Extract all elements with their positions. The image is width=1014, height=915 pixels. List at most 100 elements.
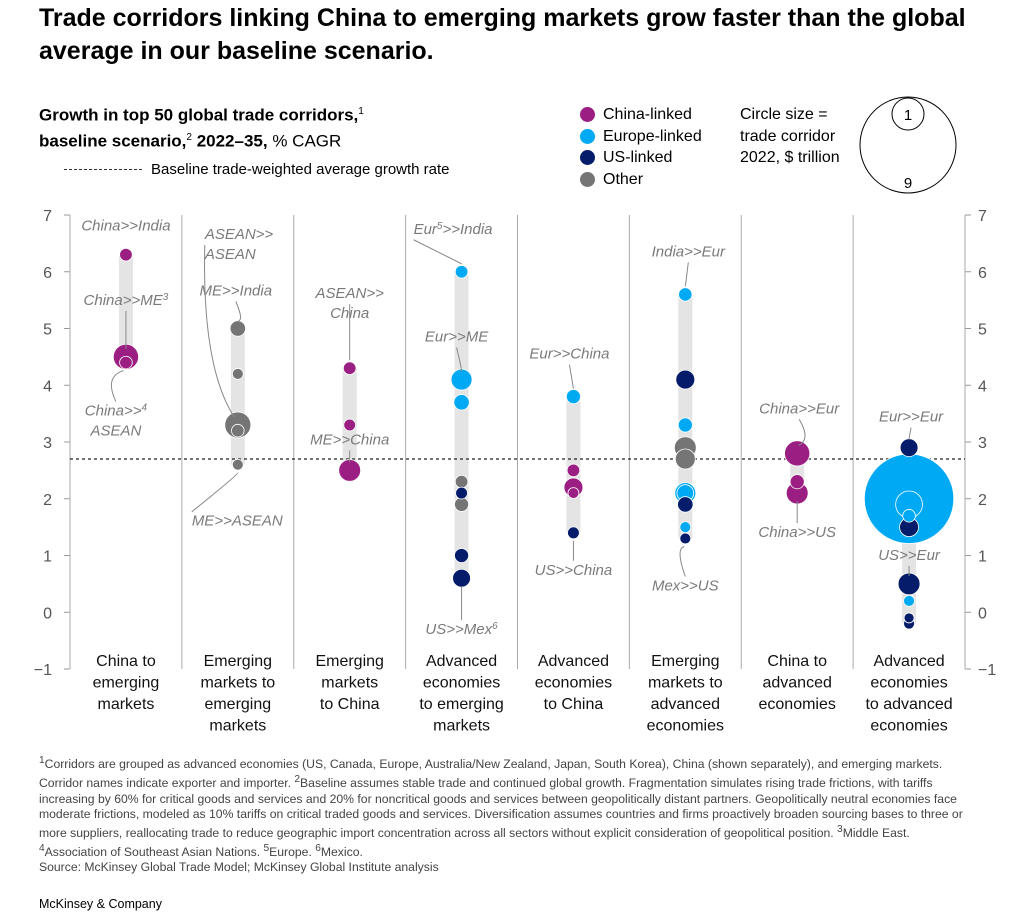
category-label: Emerging [651,653,719,670]
annotation-text: Mex>>US [652,577,719,594]
category-label: to China [544,696,604,713]
annotation-label: US>>Eur [878,547,941,564]
annotation-label: ASEAN>> China [315,285,385,322]
annotation-label: China>>4 ASEAN [85,402,148,440]
footnote-mark-6: 6 [315,843,321,855]
baseline-legend: Baseline trade-weighted average growth r… [64,161,450,178]
annotation-label: ME>>India [200,283,273,300]
annotation-label: Eur>>ME [425,329,489,346]
data-point [454,475,469,489]
annotation-leader [568,364,574,389]
subtitle-line2b: 2022–35, [191,131,268,151]
data-point [679,521,692,534]
annotation-text: US>>Mex [425,621,492,638]
footnote-1: Corridors are grouped as advanced econom… [39,757,943,791]
category-label: Emerging [204,653,272,670]
annotation-sup: 3 [163,291,169,302]
category-label: markets to [200,675,275,692]
annotation-leader [798,419,806,446]
data-point [338,459,362,482]
annotation-label: China>>Eur [759,400,840,417]
annotation-label: India>>Eur [652,243,726,260]
chart-subtitle: Growth in top 50 global trade corridors,… [39,101,559,152]
data-point [566,463,581,478]
legend-dot-us [580,150,595,166]
category-label: to China [320,696,380,713]
category-label: economies [423,675,500,692]
legend-item-europe: Europe-linked [580,126,702,148]
color-legend: China-linked Europe-linked US-linked Oth… [580,104,702,190]
size-legend-small-label: 1 [904,107,912,124]
footnote-mark-2: 2 [294,774,301,786]
data-point [677,417,693,433]
footnotes: 1Corridors are grouped as advanced econo… [39,753,979,876]
category-label: Advanced [873,653,944,670]
footnote-mark-1: 1 [39,755,45,766]
data-point [453,394,470,411]
annotation-text-after: >>India [442,221,492,238]
legend-dot-other [580,171,595,187]
footnote-2: Baseline assumes stable trade and contin… [39,776,963,840]
legend-label-europe: Europe-linked [603,127,702,145]
subtitle-line1: Growth in top 50 global trade corridors, [39,105,359,125]
range-bar [678,294,693,539]
data-point [455,486,468,500]
data-point [897,572,921,596]
annotation-label: US>>Mex6 [425,621,498,639]
annotation-label: US>>China [535,562,613,579]
y-tick-label-right: −1 [978,662,996,679]
annotation-leader [110,370,124,402]
annotation-leader [679,545,686,577]
y-tick-label-right: 7 [978,208,987,225]
range-bar [454,271,469,579]
footnote-3: Middle East. [842,826,910,840]
y-tick-label-left: 3 [43,435,52,452]
annotation-leader [191,472,239,513]
annotation-label: Eur>>Eur [879,409,944,426]
legend-item-china: China-linked [580,104,702,126]
annotation-label: Mex>>US [652,577,719,594]
page-title: Trade corridors linking China to emergin… [39,4,966,65]
footnote-6: Mexico. [320,845,363,860]
annotation-leader [456,347,463,372]
annotation-text: ME>>India [200,283,273,300]
annotation-text: US>>Eur [878,547,941,564]
category-label: advanced [651,696,720,713]
data-point [675,369,696,390]
y-tick-label-right: 5 [978,322,987,339]
size-legend-large-label: 9 [904,175,912,192]
annotation-label: Eur>>China [529,346,609,363]
data-point [567,487,580,499]
annotation-text: China>>US [758,524,836,541]
data-point [567,526,580,540]
range-bar [118,254,133,363]
data-point [789,474,805,490]
data-point [678,287,693,302]
category-label: China to [96,653,156,670]
annotation-text-line2: China [330,305,369,322]
category-label: economies [870,718,947,735]
annotation-text: India>>Eur [652,243,726,260]
footnote-mark-3: 3 [837,823,843,835]
category-label: Emerging [315,653,383,670]
subtitle-sup2: 2 [186,131,192,143]
data-point [679,532,692,545]
annotation-text: US>>China [535,562,613,579]
annotation-leader [235,301,242,321]
annotation-label: China>>India [81,218,170,235]
y-tick-label-left: 6 [43,265,52,282]
category-label: advanced [762,675,831,692]
subtitle-sup1: 1 [358,106,364,117]
category-label: to emerging [419,696,504,713]
data-point [342,361,357,375]
annotation-label: ME>>ASEAN [192,513,283,530]
data-point [119,248,133,262]
category-label: markets [209,718,266,735]
annotation-text: China>>India [81,218,170,235]
annotation-text-line2: ASEAN [90,423,142,440]
annotation-text: Eur>>ME [425,329,489,346]
y-tick-label-left: −1 [34,662,52,679]
y-tick-label-left: 4 [43,378,52,395]
annotation-leader [684,262,689,287]
category-label: China to [767,653,827,670]
